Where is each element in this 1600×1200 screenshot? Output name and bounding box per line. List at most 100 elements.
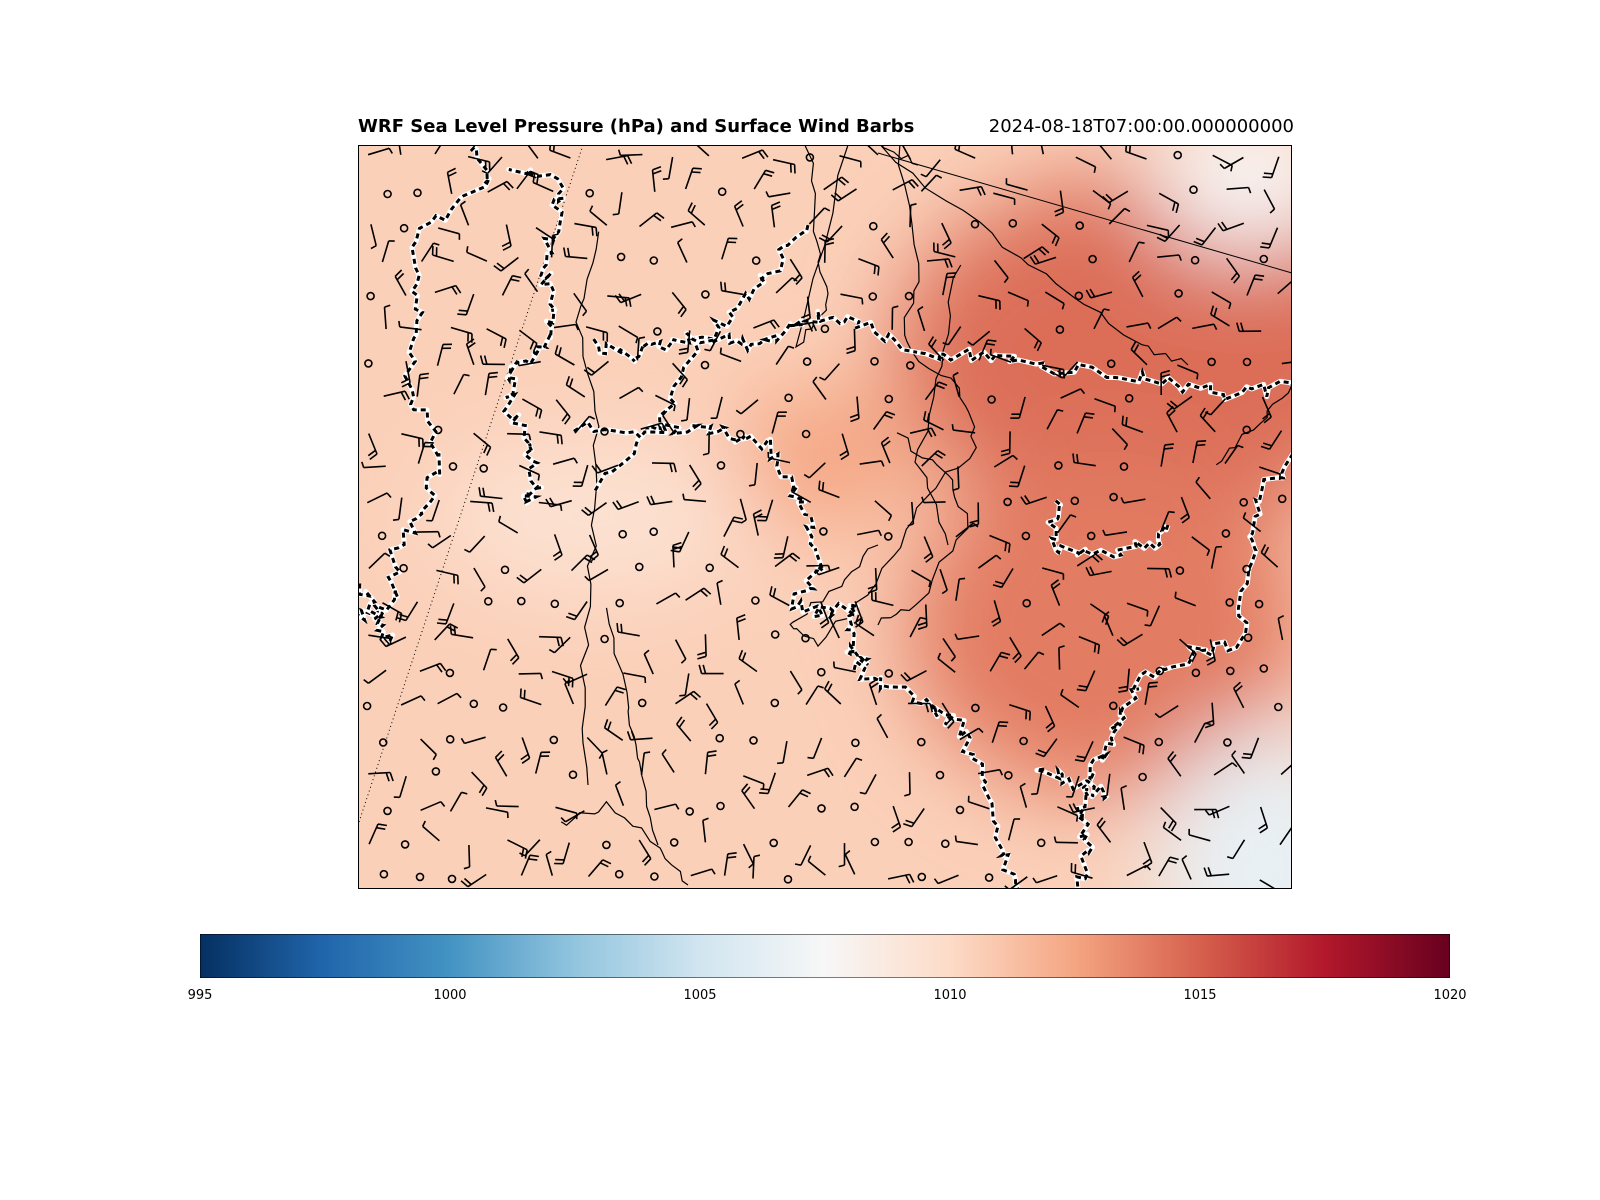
colorbar-tick-label: 995 — [187, 988, 213, 1003]
wind-barb — [928, 336, 945, 361]
wind-barb — [876, 713, 889, 739]
wind-barb — [872, 410, 896, 430]
wind-barb — [640, 751, 651, 775]
wind-barb — [959, 185, 986, 196]
wind-barb — [498, 515, 519, 534]
wind-barb — [704, 330, 722, 352]
calm-marker — [399, 563, 408, 573]
wind-barb — [618, 325, 639, 344]
wind-barb — [705, 703, 719, 730]
calm-marker — [1088, 254, 1097, 264]
wind-barb — [420, 738, 437, 761]
calm-marker — [705, 563, 715, 573]
calm-marker — [602, 840, 611, 850]
wind-barb — [1213, 762, 1238, 776]
wind-barb — [662, 156, 674, 180]
border-line — [501, 166, 566, 506]
wind-barb — [1050, 579, 1061, 606]
wind-barb — [366, 492, 392, 504]
calm-marker — [600, 634, 609, 644]
wind-barb — [741, 783, 756, 810]
wind-barb — [859, 774, 877, 795]
wind-barb — [942, 326, 962, 346]
wind-barb — [431, 245, 454, 263]
wind-barb — [545, 497, 572, 508]
calm-marker — [615, 598, 625, 608]
calm-marker — [1239, 497, 1249, 507]
wind-barb — [638, 839, 652, 866]
wind-barb — [421, 820, 440, 842]
wind-barb — [583, 360, 610, 376]
calm-marker — [637, 698, 647, 708]
wind-barb — [840, 293, 864, 305]
wind-barb — [481, 156, 503, 175]
wind-barb — [741, 149, 769, 160]
wind-barb — [591, 463, 619, 474]
calm-marker — [904, 291, 914, 301]
wind-barb — [383, 390, 411, 401]
calm-marker — [736, 429, 745, 439]
calm-marker — [431, 767, 441, 776]
calm-marker — [717, 187, 727, 197]
calm-marker — [716, 801, 725, 811]
calm-marker — [484, 596, 493, 606]
wind-barb — [1281, 361, 1292, 365]
colorbar-tick-label: 1015 — [1183, 988, 1217, 1003]
wind-barb — [1226, 186, 1252, 194]
calm-marker — [1174, 289, 1183, 298]
wind-barb — [465, 338, 476, 366]
wind-barb — [1158, 192, 1180, 213]
calm-marker — [1075, 221, 1085, 230]
wind-barb — [818, 480, 840, 499]
wind-barb — [1195, 476, 1211, 500]
wind-barb — [989, 348, 1012, 364]
wind-barb — [550, 233, 559, 258]
wind-barb — [991, 721, 1009, 744]
wind-barbs — [361, 145, 1292, 889]
wind-barb — [917, 604, 928, 630]
calm-marker — [445, 668, 455, 678]
wind-barb — [603, 719, 624, 741]
calm-marker — [669, 838, 679, 847]
wind-barb — [748, 462, 758, 487]
border-line — [789, 516, 872, 667]
wind-barb — [1193, 227, 1217, 246]
wind-barb — [1126, 864, 1151, 877]
wind-barb — [808, 207, 831, 225]
wind-barb — [1094, 397, 1116, 413]
calm-marker — [1243, 633, 1253, 643]
calm-marker — [1138, 772, 1147, 782]
wind-barb — [1004, 876, 1028, 889]
calm-marker — [1189, 185, 1198, 195]
wind-barb — [485, 807, 509, 819]
wind-barb — [417, 441, 434, 464]
wind-barb — [1096, 817, 1112, 843]
wind-barb — [646, 495, 673, 506]
wind-barb — [742, 843, 755, 869]
wind-barb — [1262, 156, 1280, 179]
wind-barb — [814, 566, 840, 576]
wind-barb — [588, 534, 600, 562]
wind-barb — [1041, 622, 1066, 637]
coastline — [879, 145, 1189, 366]
border-line — [1036, 765, 1109, 802]
wind-barb — [719, 347, 742, 363]
wind-barb — [484, 371, 498, 396]
wind-barb — [1032, 874, 1058, 884]
wind-barb — [494, 750, 508, 777]
wind-barb — [1102, 529, 1128, 537]
wind-barb — [771, 411, 787, 434]
calm-marker — [1070, 496, 1080, 506]
wind-barb — [923, 411, 944, 431]
wind-barb — [662, 410, 676, 435]
wind-barb — [1166, 405, 1178, 433]
wind-barb — [1054, 361, 1079, 379]
wind-barb — [880, 436, 891, 464]
wind-barb — [806, 767, 834, 778]
calm-marker — [1109, 492, 1118, 502]
wind-barb — [790, 485, 812, 503]
wind-barb — [685, 587, 712, 601]
wind-barb — [464, 535, 486, 553]
wind-barb — [482, 648, 497, 671]
wind-barb — [460, 873, 487, 888]
